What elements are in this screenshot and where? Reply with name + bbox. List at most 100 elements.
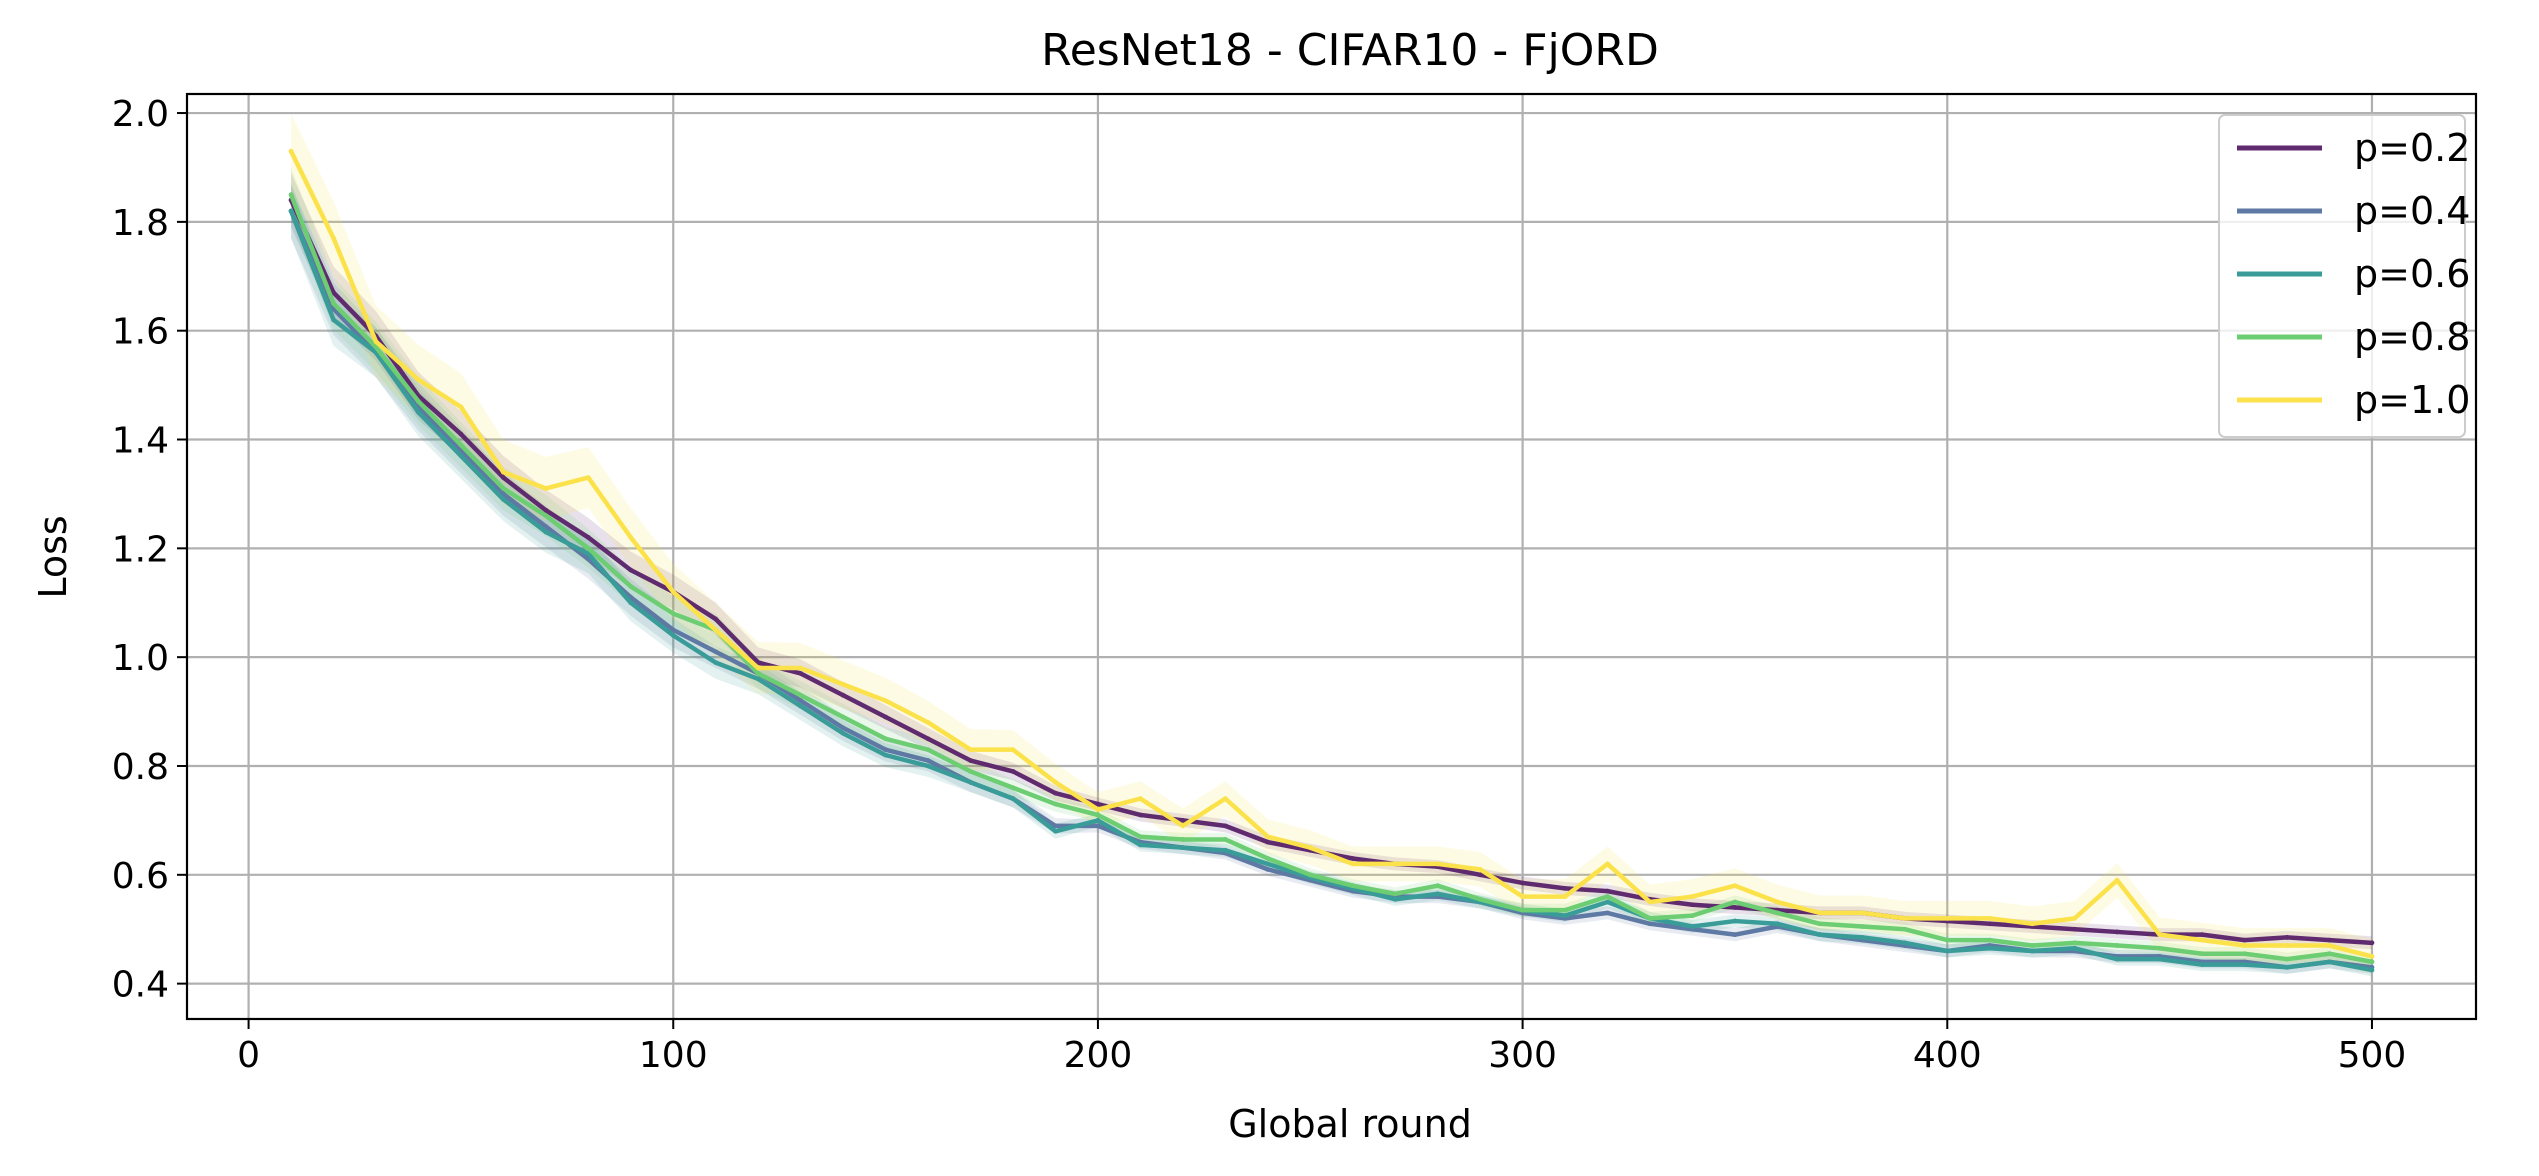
legend: p=0.2 p=0.4 p=0.6 p=0.8 p=1.0 <box>2218 114 2470 438</box>
data-point <box>2327 937 2332 943</box>
data-point <box>1095 817 1101 823</box>
legend-label: p=0.2 <box>2354 126 2470 170</box>
data-point <box>585 475 591 481</box>
data-point <box>2284 934 2290 940</box>
data-point <box>500 469 506 475</box>
y-axis: 0.4 0.6 0.8 1.0 1.2 1.4 1.6 1.8 2.0 <box>112 94 187 1006</box>
series-line-5 <box>289 150 2373 959</box>
data-point <box>1307 845 1313 851</box>
data-point <box>331 235 336 241</box>
data-point <box>2242 951 2247 957</box>
data-point <box>1222 847 1228 853</box>
data-point <box>1053 779 1058 785</box>
data-point <box>1732 932 1738 938</box>
data-point <box>500 496 506 502</box>
data-point <box>2327 959 2332 965</box>
data-point <box>1265 839 1271 845</box>
data-point <box>2114 929 2120 935</box>
data-point <box>1435 861 1441 867</box>
legend-label: p=1.0 <box>2354 378 2470 422</box>
data-point <box>1222 837 1228 842</box>
data-point <box>713 660 719 666</box>
data-point <box>2284 943 2290 948</box>
data-point <box>288 208 294 214</box>
data-point <box>1944 937 1950 943</box>
data-point <box>1520 894 1526 899</box>
data-point <box>925 763 931 769</box>
data-point <box>2157 932 2163 938</box>
data-point <box>1095 801 1101 807</box>
chart-title: ResNet18 - CIFAR10 - FjORD <box>1041 25 1659 76</box>
x-tick-label: 100 <box>639 1035 708 1076</box>
data-point <box>713 616 719 622</box>
y-tick-label: 0.8 <box>112 747 169 788</box>
data-point <box>1562 913 1568 919</box>
data-point <box>1350 883 1356 889</box>
data-point <box>585 535 591 540</box>
data-point <box>670 589 676 595</box>
data-point <box>1732 905 1738 910</box>
data-point <box>458 431 464 437</box>
data-point <box>925 747 931 753</box>
data-point <box>1137 812 1143 818</box>
data-point <box>628 600 634 606</box>
series-line-4 <box>288 193 2373 965</box>
y-tick-label: 1.2 <box>112 529 169 570</box>
data-point <box>1562 886 1568 891</box>
data-point <box>1987 937 1993 943</box>
data-point <box>543 486 549 491</box>
data-point <box>1859 910 1865 916</box>
data-point <box>883 698 888 704</box>
data-point <box>1010 769 1016 774</box>
data-point <box>883 714 888 720</box>
data-point <box>1222 823 1228 829</box>
data-point <box>500 486 506 491</box>
data-point <box>2242 943 2247 948</box>
data-point <box>1944 948 1950 954</box>
data-point <box>1902 940 1908 946</box>
plot-background <box>187 94 2476 1019</box>
data-point <box>1392 896 1398 902</box>
data-point <box>1817 910 1823 916</box>
data-point <box>585 551 591 557</box>
data-point <box>1817 932 1823 938</box>
data-point <box>1647 899 1653 905</box>
data-point <box>1350 856 1356 861</box>
data-point <box>288 192 294 198</box>
data-point <box>1859 934 1865 940</box>
legend-label: p=0.4 <box>2354 189 2470 233</box>
data-point <box>331 301 336 306</box>
data-point <box>1732 918 1738 924</box>
data-point <box>1222 796 1228 802</box>
y-tick-label: 1.8 <box>112 203 169 244</box>
data-point <box>1180 837 1186 842</box>
data-point <box>798 665 804 671</box>
data-point <box>2284 964 2290 970</box>
data-point <box>1605 861 1610 867</box>
data-point <box>1605 899 1610 905</box>
data-point <box>2114 943 2120 948</box>
data-point <box>543 529 549 535</box>
data-point <box>1647 915 1653 921</box>
data-point <box>2327 951 2332 957</box>
data-point <box>1265 861 1271 867</box>
data-point <box>883 736 888 742</box>
data-point <box>840 730 846 736</box>
data-point <box>968 758 973 763</box>
data-point <box>840 725 846 731</box>
data-point <box>1477 866 1483 872</box>
data-point <box>883 747 888 753</box>
data-point <box>968 769 973 774</box>
data-point <box>1817 921 1823 927</box>
y-tick-label: 1.0 <box>112 638 169 679</box>
y-tick-label: 1.6 <box>112 312 169 353</box>
data-point <box>1180 823 1186 829</box>
data-point <box>2072 926 2078 932</box>
data-point <box>755 665 761 671</box>
data-point <box>755 676 761 682</box>
data-point <box>1095 807 1101 812</box>
data-point <box>331 290 336 296</box>
y-tick-label: 1.4 <box>112 421 169 462</box>
y-tick-label: 0.6 <box>112 856 169 897</box>
data-point <box>1010 747 1016 753</box>
